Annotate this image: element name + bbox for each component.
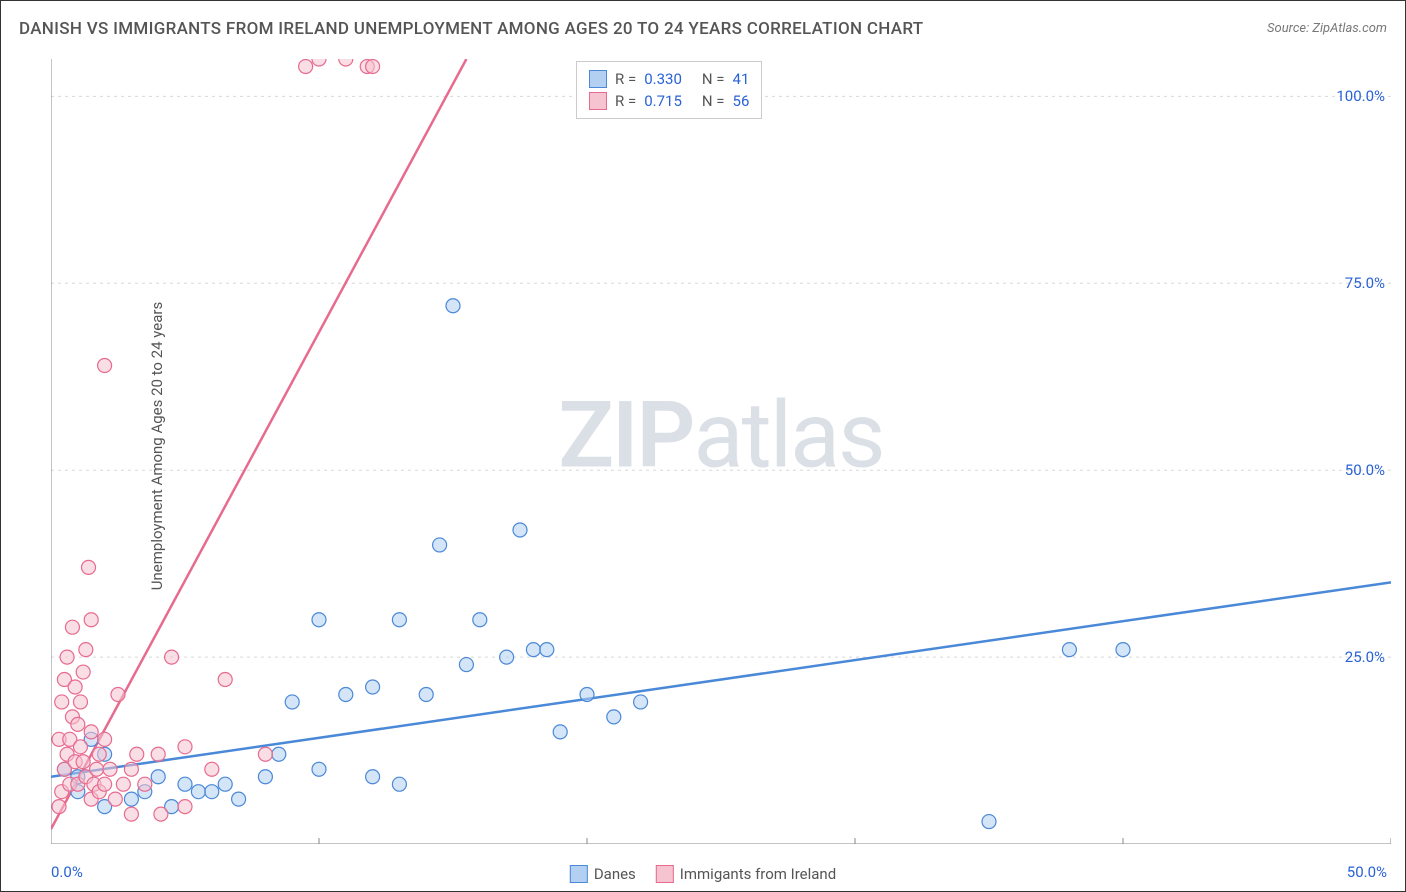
legend-row-series1: R = 0.330 N = 41 [589,68,749,90]
legend-label-danes: Danes [594,865,636,883]
y-tick-label: 75.0% [1345,274,1385,292]
legend-item-danes: Danes [570,865,636,883]
swatch-series2 [589,92,607,110]
value-n-series1: 41 [733,70,750,88]
chart-container: DANISH VS IMMIGRANTS FROM IRELAND UNEMPL… [0,0,1406,892]
label-n: N = [702,92,725,110]
chart-title: DANISH VS IMMIGRANTS FROM IRELAND UNEMPL… [19,19,923,39]
source-attribution: Source: ZipAtlas.com [1267,21,1387,36]
y-tick-label: 25.0% [1345,648,1385,666]
x-axis-max: 50.0% [1347,863,1387,881]
value-r-series1: 0.330 [644,70,682,88]
swatch-series1 [589,70,607,88]
legend-item-ireland: Immigants from Ireland [656,865,836,883]
plot-area: ZIPatlas [51,59,1391,844]
x-axis-origin: 0.0% [51,863,83,881]
legend-label-ireland: Immigants from Ireland [680,865,836,883]
label-r: R = [615,92,636,110]
scatter-plot-svg [51,59,1391,844]
y-tick-label: 50.0% [1345,461,1385,479]
value-r-series2: 0.715 [644,92,682,110]
label-n: N = [702,70,725,88]
series-legend: Danes Immigants from Ireland [570,865,836,883]
y-tick-label: 100.0% [1336,87,1385,105]
legend-row-series2: R = 0.715 N = 56 [589,90,749,112]
correlation-legend: R = 0.330 N = 41 R = 0.715 N = 56 [576,61,762,119]
swatch-danes [570,865,588,883]
value-n-series2: 56 [733,92,750,110]
label-r: R = [615,70,636,88]
swatch-ireland [656,865,674,883]
